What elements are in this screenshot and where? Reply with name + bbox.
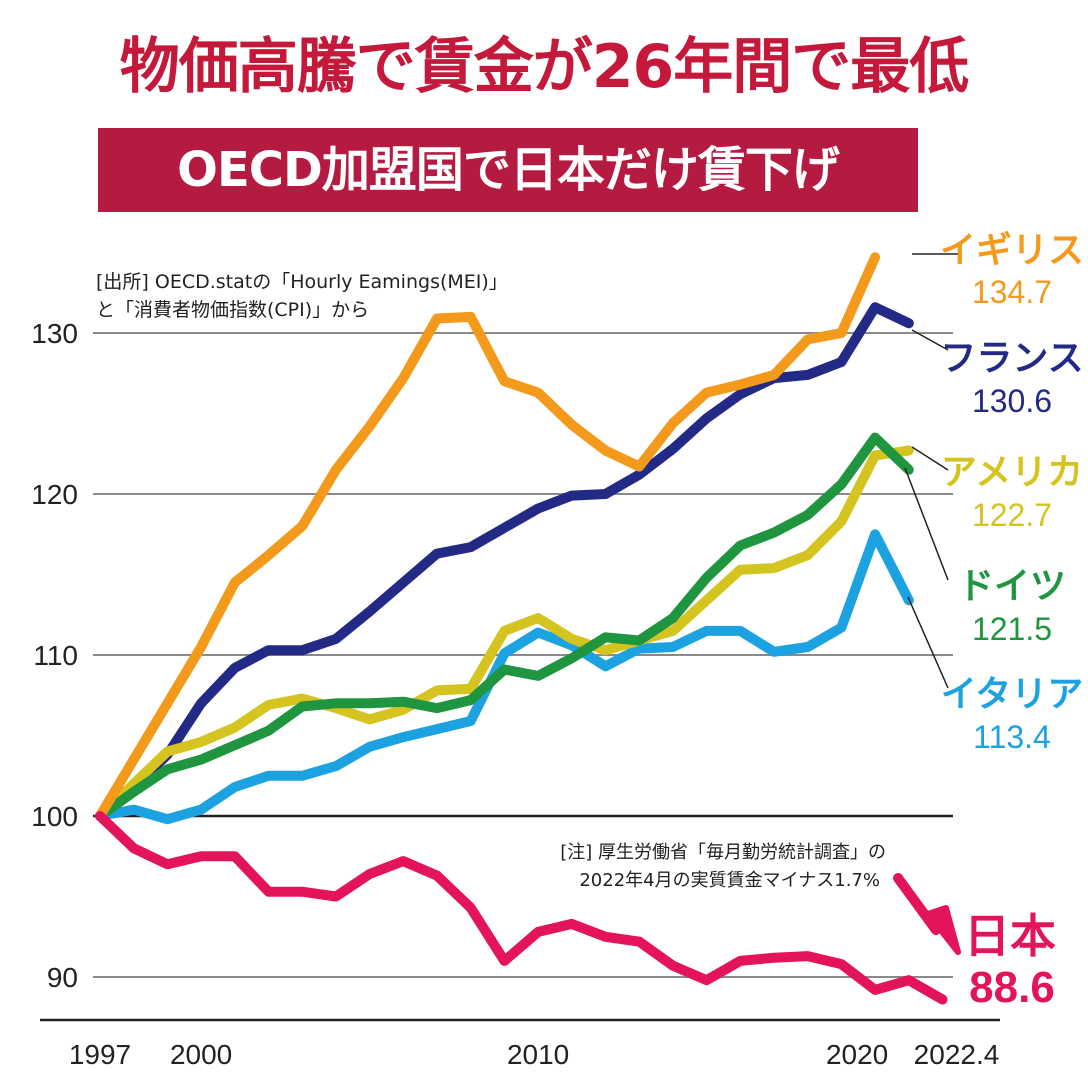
leader-アメリカ [911,446,949,471]
banner: OECD加盟国で日本だけ賃下げ [98,128,918,212]
x-tick-2000: 2000 [170,1039,232,1070]
legend-leaders [904,253,962,689]
x-tick-2020: 2020 [826,1039,888,1070]
x-tick-2010: 2010 [507,1039,569,1070]
y-tick-120: 120 [31,479,78,510]
x-tick-labels: 1997 2000 2010 2020 2022.4 [69,1039,999,1070]
arrow-shaft [893,873,941,935]
leader-フランス [911,329,949,351]
y-tick-100: 100 [31,801,78,832]
series-line-アメリカ [95,445,914,821]
series-line-イタリア [95,529,914,825]
gridlines [40,332,1000,1022]
leader-イタリア [907,596,949,689]
legend-name-日本: 日本 [964,909,1056,963]
x-tick-1997: 1997 [69,1039,131,1070]
legend-name-フランス: フランス [940,338,1083,379]
banner-text: OECD加盟国で日本だけ賃下げ [177,142,840,198]
leader-ドイツ [904,467,949,581]
arrow-head [925,905,961,955]
y-tick-90: 90 [47,962,78,993]
legend-value-アメリカ: 122.7 [972,497,1052,533]
legend-name-イタリア: イタリア [941,674,1084,715]
headline: 物価高騰で賃金が26年間で最低 [119,32,970,102]
source-line-1: [出所] OECD.statの「Hourly Eamings(MEI)」 [96,271,508,293]
legend-value-フランス: 130.6 [972,383,1052,419]
y-tick-130: 130 [31,318,78,349]
legend-name-ドイツ: ドイツ [958,566,1066,607]
legend-value-イギリス: 134.7 [972,274,1052,310]
series-line-日本 [95,811,948,1005]
note-line-2: 2022年4月の実質賃金マイナス1.7% [579,870,880,891]
legend-name-アメリカ: アメリカ [941,452,1083,493]
y-tick-110: 110 [33,640,78,671]
annotations: [出所] OECD.statの「Hourly Eamings(MEI)」と「消費… [96,271,961,955]
legend-name-イギリス: イギリス [940,230,1084,271]
legend-value-イタリア: 113.4 [973,719,1051,755]
x-tick-2022.4: 2022.4 [914,1039,1000,1070]
legend-value-日本: 88.6 [969,963,1055,1012]
note-line-1: [注] 厚生労働省「毎月勤労統計調査」の [560,842,886,863]
legend-value-ドイツ: 121.5 [972,611,1052,647]
series-line-ドイツ [95,432,914,821]
source-line-2: と「消費者物価指数(CPI)」から [96,299,369,321]
y-tick-labels: 90 100 110 120 130 [31,318,78,993]
series-lines [95,252,948,1005]
series-line-イギリス [95,252,881,821]
